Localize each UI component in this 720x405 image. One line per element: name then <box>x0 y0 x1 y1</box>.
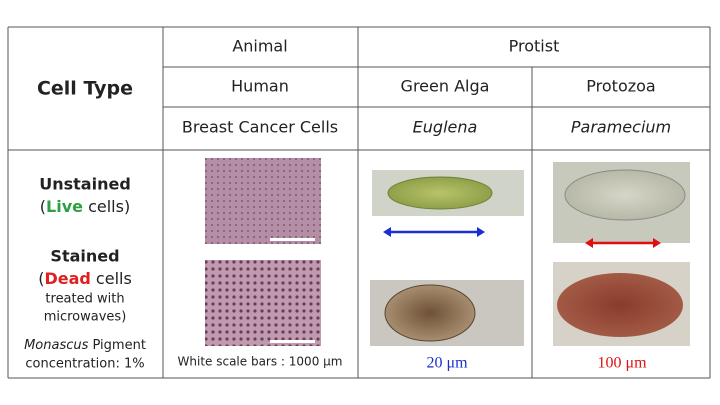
scale-note: 20 μm <box>426 355 468 372</box>
footnote: Monascus Pigment <box>24 338 146 353</box>
species: Breast Cancer Cells <box>182 118 338 137</box>
note-text: cells) <box>83 197 130 216</box>
kingdom: Animal <box>232 37 287 56</box>
footnote: concentration: 1% <box>25 357 144 372</box>
table-grid <box>7 26 711 379</box>
kingdom: Protist <box>509 37 560 56</box>
row-title: Stained <box>50 247 119 266</box>
species: Euglena <box>413 118 478 137</box>
footnote-text: Pigment <box>88 338 146 353</box>
paren: ( <box>40 197 46 216</box>
micrographs <box>205 158 690 346</box>
note-line: microwaves) <box>44 310 127 325</box>
footnote-italic: Monascus <box>24 338 89 353</box>
note-text: cells <box>91 269 132 288</box>
group: Protozoa <box>586 77 655 96</box>
status: Live <box>46 197 83 216</box>
header-label: Cell Type <box>37 78 133 100</box>
status: Dead <box>44 269 90 288</box>
row-note: (Dead cells <box>38 269 132 288</box>
note-line: treated with <box>45 292 124 307</box>
scale-note: White scale bars : 1000 μm <box>178 355 343 369</box>
paren: ( <box>38 269 44 288</box>
species: Paramecium <box>571 118 671 137</box>
group: Human <box>231 77 289 96</box>
scale-note: 100 μm <box>597 355 647 372</box>
group: Green Alga <box>401 77 490 96</box>
row-note: (Live cells) <box>40 197 130 216</box>
row-title: Unstained <box>39 175 131 194</box>
